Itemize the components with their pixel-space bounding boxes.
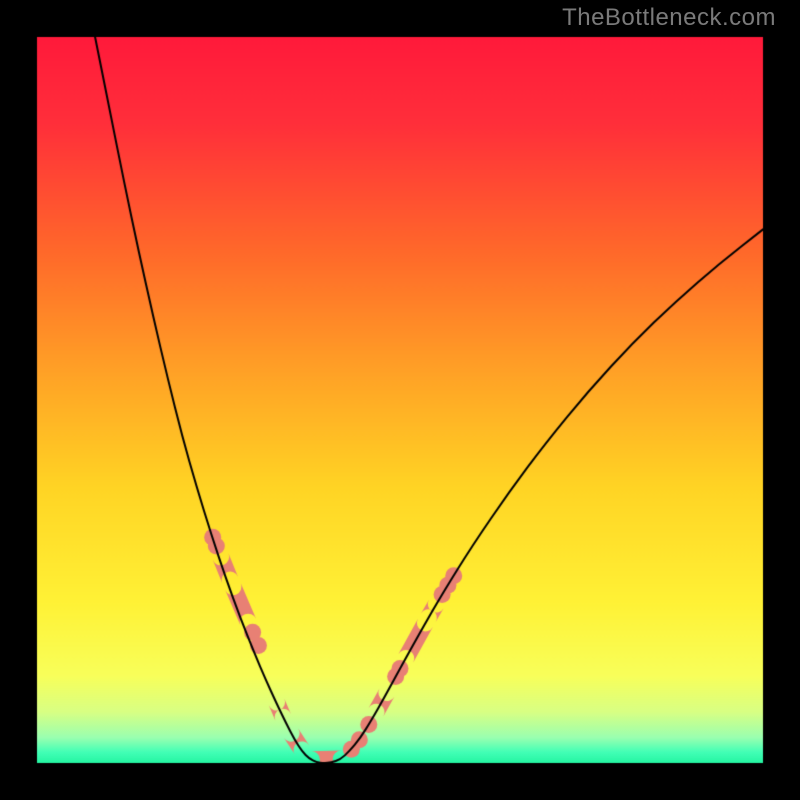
- watermark-text: TheBottleneck.com: [562, 4, 776, 32]
- chart-stage: TheBottleneck.com: [0, 0, 800, 800]
- bottleneck-chart-canvas: [0, 0, 800, 800]
